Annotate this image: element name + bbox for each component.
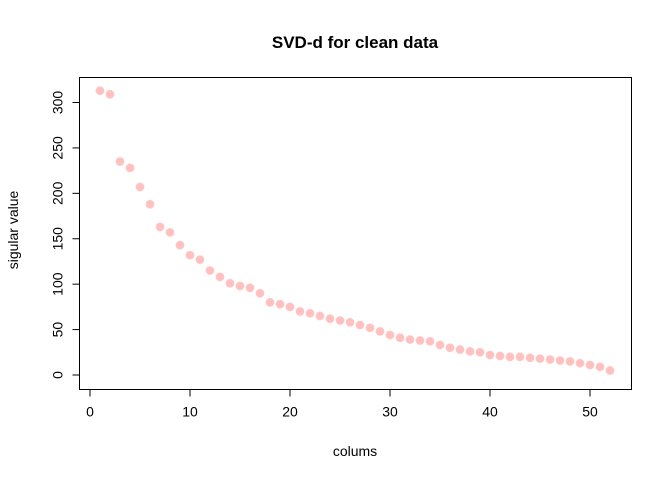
y-tick-label: 200 bbox=[50, 181, 66, 205]
y-tick-label: 300 bbox=[50, 91, 66, 115]
chart-title: SVD-d for clean data bbox=[272, 33, 439, 52]
data-point bbox=[225, 278, 235, 288]
data-point bbox=[125, 163, 135, 173]
data-point bbox=[505, 352, 515, 362]
data-point bbox=[185, 250, 195, 260]
x-axis-label: colums bbox=[333, 443, 377, 459]
data-point bbox=[535, 354, 545, 364]
data-point bbox=[465, 346, 475, 356]
data-point bbox=[155, 222, 165, 232]
data-point bbox=[445, 343, 455, 353]
data-point bbox=[335, 316, 345, 325]
data-point bbox=[115, 157, 125, 166]
data-point bbox=[245, 283, 255, 293]
data-point bbox=[135, 182, 145, 192]
data-point bbox=[165, 227, 175, 237]
data-point bbox=[345, 317, 355, 327]
data-point bbox=[375, 326, 385, 336]
data-point bbox=[545, 355, 555, 364]
x-tick-label: 0 bbox=[86, 404, 94, 420]
data-point bbox=[365, 323, 375, 333]
y-axis-label: sigular value bbox=[5, 190, 21, 269]
data-point bbox=[495, 351, 505, 361]
y-tick-label: 250 bbox=[50, 136, 66, 160]
data-point bbox=[305, 308, 315, 318]
data-point bbox=[255, 288, 265, 298]
y-tick-label: 150 bbox=[50, 227, 66, 251]
data-point bbox=[425, 336, 435, 346]
data-point bbox=[145, 199, 155, 209]
x-tick-label: 30 bbox=[382, 404, 398, 420]
data-point bbox=[95, 86, 105, 96]
x-tick-label: 40 bbox=[482, 404, 498, 420]
data-point bbox=[105, 89, 115, 99]
x-tick-label: 50 bbox=[582, 404, 598, 420]
data-point bbox=[385, 330, 395, 340]
data-point bbox=[435, 340, 445, 350]
x-tick-label: 20 bbox=[282, 404, 298, 420]
data-point bbox=[195, 255, 205, 265]
y-tick-label: 100 bbox=[50, 272, 66, 296]
data-point bbox=[595, 362, 605, 372]
data-point bbox=[485, 350, 495, 360]
data-point bbox=[585, 360, 595, 370]
x-axis: 0 10 20 30 40 50 bbox=[86, 389, 598, 420]
data-point bbox=[515, 352, 525, 362]
data-point bbox=[235, 281, 245, 291]
data-point bbox=[355, 320, 365, 330]
data-point bbox=[275, 299, 285, 309]
y-tick-label: 50 bbox=[50, 322, 66, 338]
y-axis: 0 50 100 150 200 250 300 bbox=[50, 91, 80, 379]
data-point bbox=[265, 297, 275, 307]
data-point bbox=[455, 345, 465, 354]
data-point bbox=[525, 353, 535, 363]
data-point bbox=[555, 356, 565, 365]
data-point bbox=[575, 358, 585, 368]
data-point bbox=[175, 240, 185, 250]
y-tick-label: 0 bbox=[50, 371, 66, 379]
data-point bbox=[285, 302, 295, 312]
plot-frame bbox=[79, 77, 632, 390]
data-point bbox=[605, 366, 615, 375]
data-point bbox=[395, 333, 405, 343]
data-point bbox=[475, 347, 485, 357]
data-point bbox=[295, 307, 305, 316]
data-point bbox=[205, 266, 215, 275]
data-point bbox=[405, 335, 415, 344]
data-point bbox=[325, 314, 335, 324]
data-point bbox=[415, 336, 425, 345]
data-points bbox=[95, 86, 615, 375]
x-tick-label: 10 bbox=[182, 404, 198, 420]
data-point bbox=[565, 356, 575, 366]
data-point bbox=[215, 272, 225, 282]
data-point bbox=[315, 311, 325, 321]
